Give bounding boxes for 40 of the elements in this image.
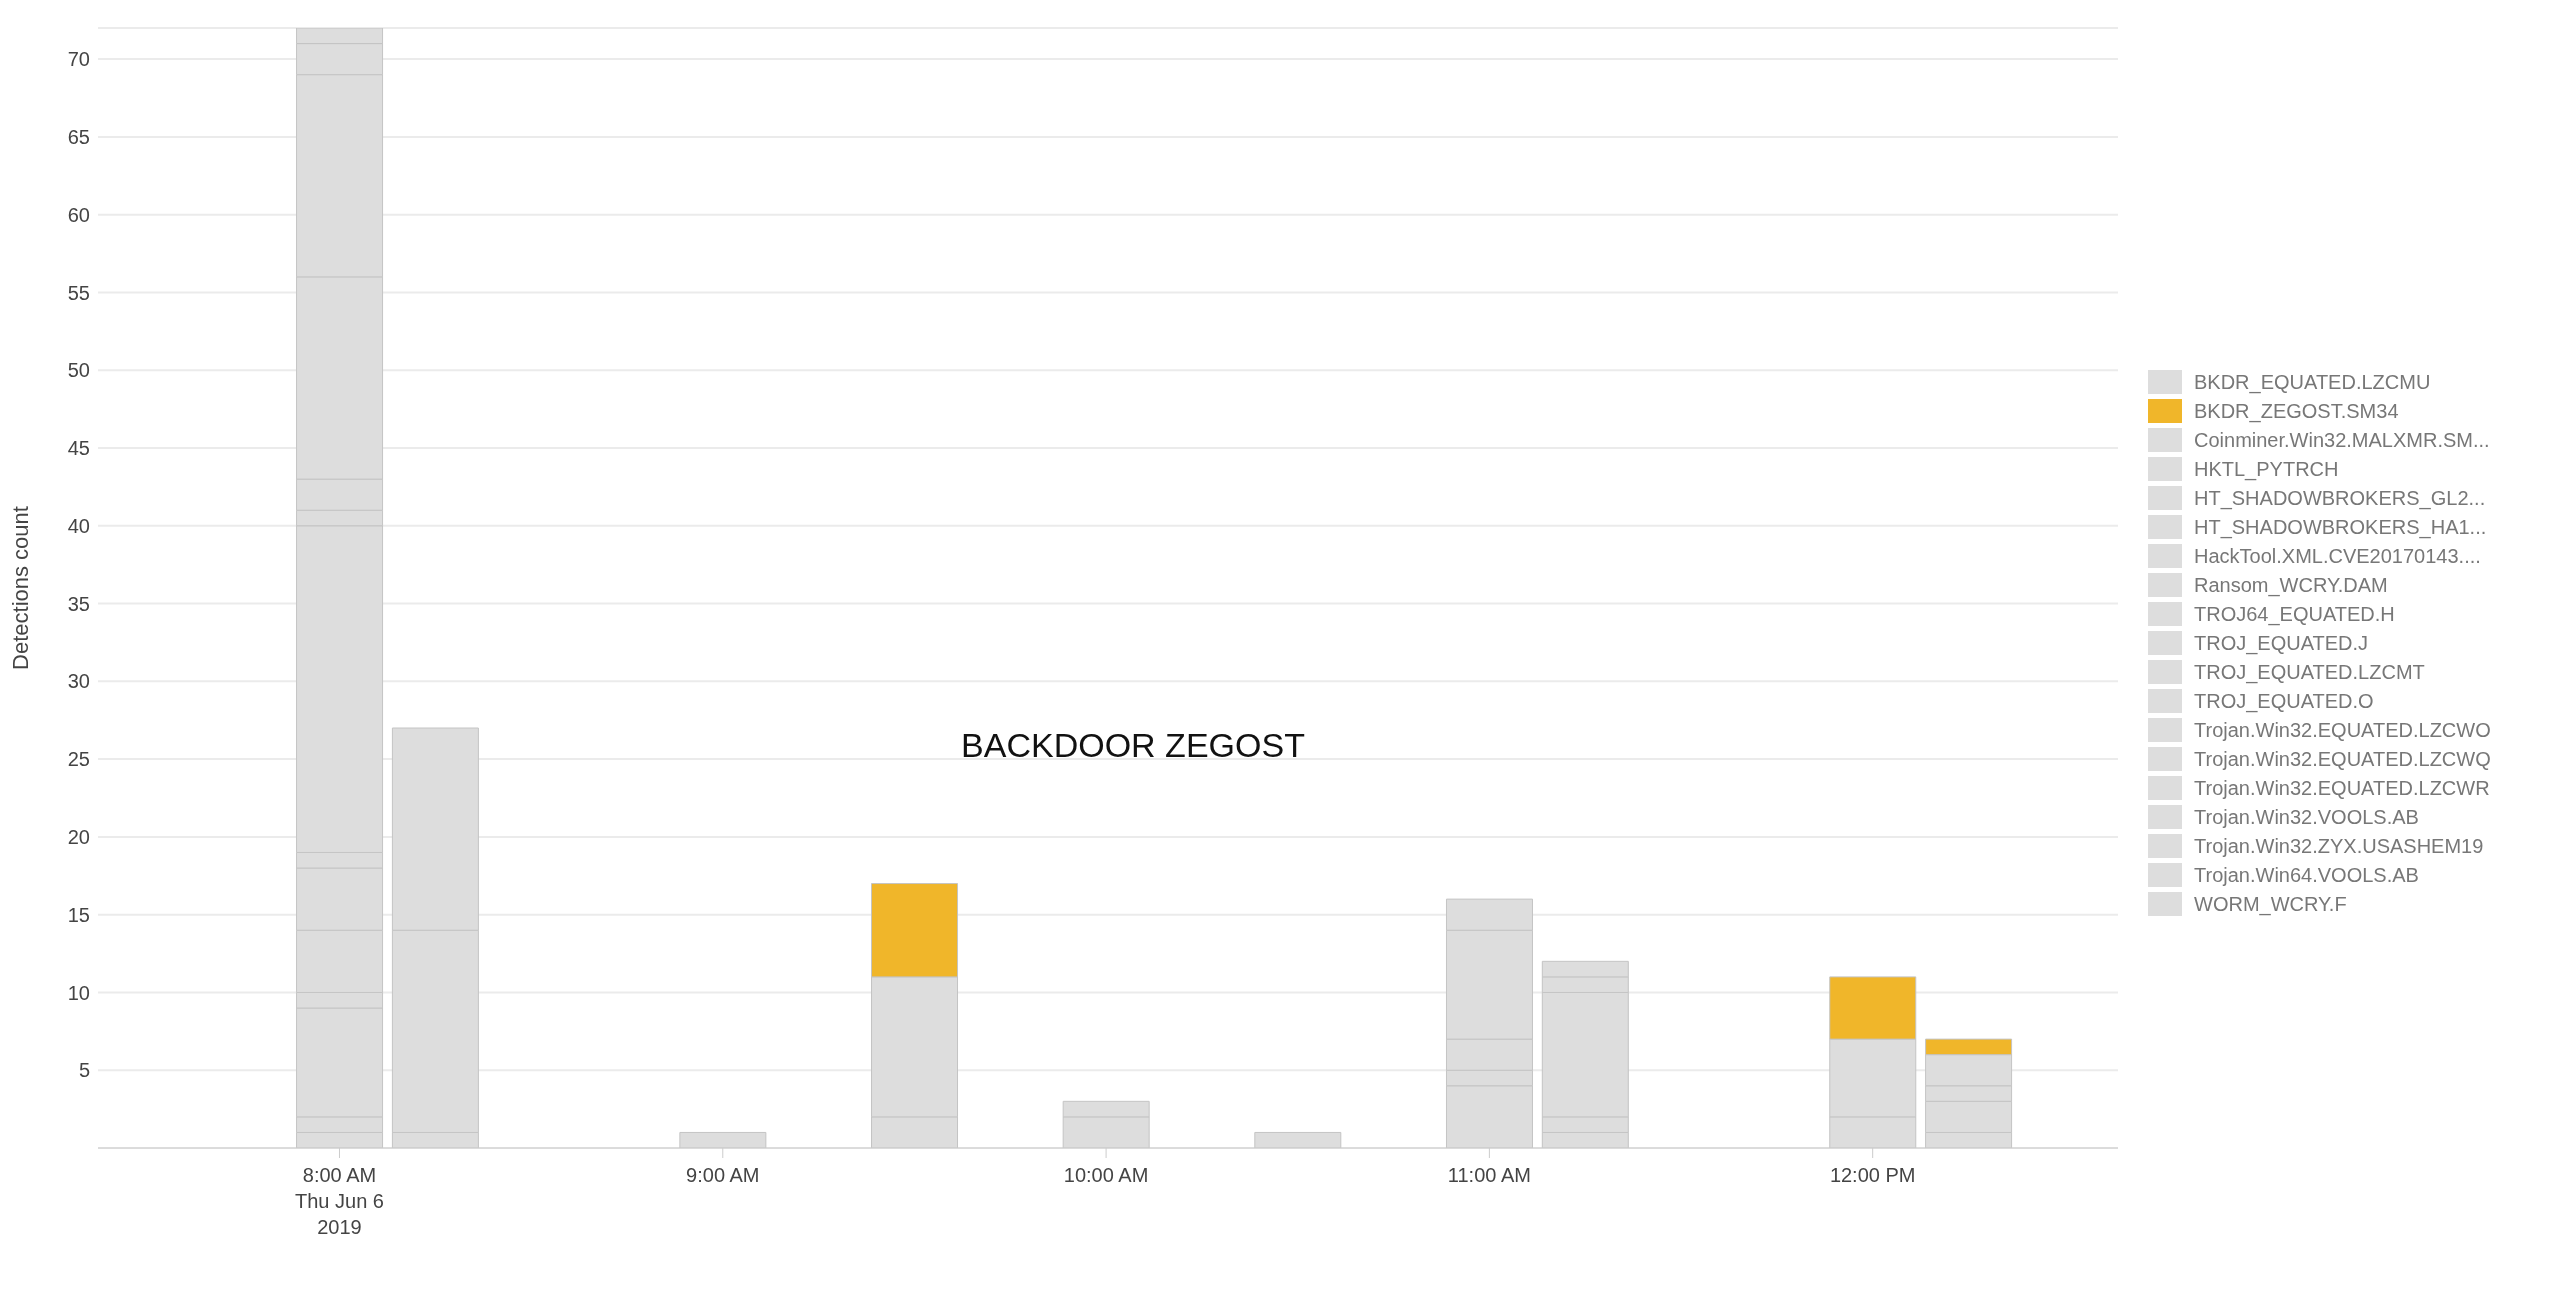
y-tick-label: 65: [67, 125, 90, 148]
y-tick-label: 15: [67, 903, 90, 926]
legend-label: BKDR_ZEGOST.SM34: [2194, 399, 2399, 423]
y-tick-label: 60: [67, 203, 90, 226]
y-tick-label: 50: [67, 359, 90, 382]
legend-label: Coinminer.Win32.MALXMR.SM...: [2194, 428, 2490, 452]
legend-label: Ransom_WCRY.DAM: [2194, 573, 2388, 597]
text: BACKDOOR ZEGOST: [961, 725, 1305, 764]
legend-label: Trojan.Win32.EQUATED.LZCWR: [2194, 776, 2490, 800]
legend-label: Trojan.Win32.VOOLS.AB: [2194, 805, 2419, 829]
legend-label: HackTool.XML.CVE20170143....: [2194, 544, 2481, 568]
legend-label: Trojan.Win32.ZYX.USASHEM19: [2194, 834, 2484, 858]
legend-label: TROJ_EQUATED.J: [2194, 631, 2369, 655]
legend-label: Trojan.Win32.EQUATED.LZCWQ: [2194, 747, 2491, 771]
x-tick-label: 8:00 AM Thu Jun 6 2019: [295, 1164, 384, 1238]
y-tick-label: 45: [67, 437, 90, 460]
y-tick-label: 5: [78, 1059, 90, 1082]
y-tick-label: 30: [67, 670, 90, 693]
legend-label: Trojan.Win64.VOOLS.AB: [2194, 863, 2419, 887]
y-tick-label: 70: [67, 48, 90, 71]
y-tick-label: 35: [67, 592, 90, 615]
y-tick-label: 25: [67, 748, 90, 771]
x-tick-label: 9:00 AM: [686, 1164, 760, 1186]
legend-label: HKTL_PYTRCH: [2194, 457, 2339, 481]
legend-label: HT_SHADOWBROKERS_GL2...: [2194, 486, 2486, 510]
legend-label: BKDR_EQUATED.LZCMU: [2194, 370, 2431, 394]
x-tick-label: 11:00 AM: [1447, 1164, 1531, 1186]
legend-label: TROJ64_EQUATED.H: [2194, 602, 2395, 626]
x-tick-label: 12:00 PM: [1829, 1164, 1916, 1186]
y-tick-label: 20: [67, 825, 90, 848]
legend-label: Trojan.Win32.EQUATED.LZCWO: [2194, 718, 2491, 742]
y-tick-label: 10: [67, 981, 90, 1004]
y-axis-title: Detections count: [7, 506, 33, 670]
y-tick-label: 40: [67, 514, 90, 537]
legend-label: TROJ_EQUATED.LZCMT: [2194, 660, 2425, 684]
x-tick-label: 10:00 AM: [1063, 1164, 1149, 1186]
legend-label: HT_SHADOWBROKERS_HA1...: [2194, 515, 2487, 539]
legend-label: TROJ_EQUATED.O: [2194, 689, 2374, 713]
y-tick-label: 55: [67, 281, 90, 304]
legend-label: WORM_WCRY.F: [2194, 892, 2347, 916]
